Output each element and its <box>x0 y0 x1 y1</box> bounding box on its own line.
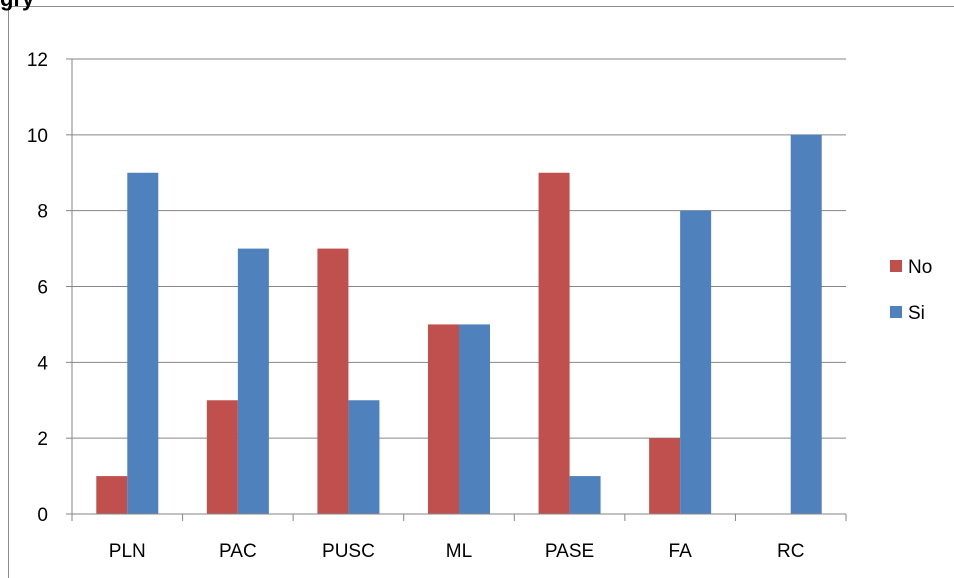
y-tick-label: 6 <box>37 278 48 299</box>
bar-si-pln <box>127 172 159 514</box>
bar-no-ml <box>428 324 459 514</box>
bar-si-ml <box>459 324 490 514</box>
legend-label-no: No <box>908 257 932 278</box>
clipped-heading: gry <box>0 0 34 12</box>
x-tick-label: PAC <box>219 541 257 562</box>
y-tick-label: 4 <box>37 353 48 374</box>
y-tick-label: 12 <box>27 50 48 71</box>
bar-si-pase <box>569 476 601 514</box>
x-tick-label: FA <box>669 541 693 562</box>
legend-swatch-si <box>890 306 902 318</box>
legend: No Si <box>890 257 932 324</box>
bar-no-fa <box>649 438 681 514</box>
bar-si-pusc <box>348 400 380 514</box>
bar-no-pln <box>96 476 128 514</box>
legend-swatch-no <box>890 260 902 272</box>
bar-si-fa <box>680 210 712 514</box>
y-tick-label: 8 <box>37 202 48 223</box>
bar-no-pusc <box>317 248 349 515</box>
bars <box>96 134 822 515</box>
x-tick-label: ML <box>446 541 472 562</box>
bar-si-pac <box>237 248 269 515</box>
bar-no-pase <box>538 172 570 514</box>
x-tick-label: PASE <box>545 541 594 562</box>
y-tick-label: 2 <box>37 429 48 450</box>
tick-labels: 0 2 4 6 8 10 12 PLN PAC PUSC ML PASE FA RC <box>27 50 805 562</box>
bar-no-pac <box>206 400 238 514</box>
axes <box>66 58 847 521</box>
x-tick-label: PUSC <box>322 541 375 562</box>
legend-label-si: Si <box>908 303 925 324</box>
x-tick-label: RC <box>777 541 804 562</box>
bar-si-rc <box>790 134 822 515</box>
y-tick-label: 10 <box>27 126 48 147</box>
x-tick-label: PLN <box>109 541 146 562</box>
y-tick-label: 0 <box>37 505 48 526</box>
